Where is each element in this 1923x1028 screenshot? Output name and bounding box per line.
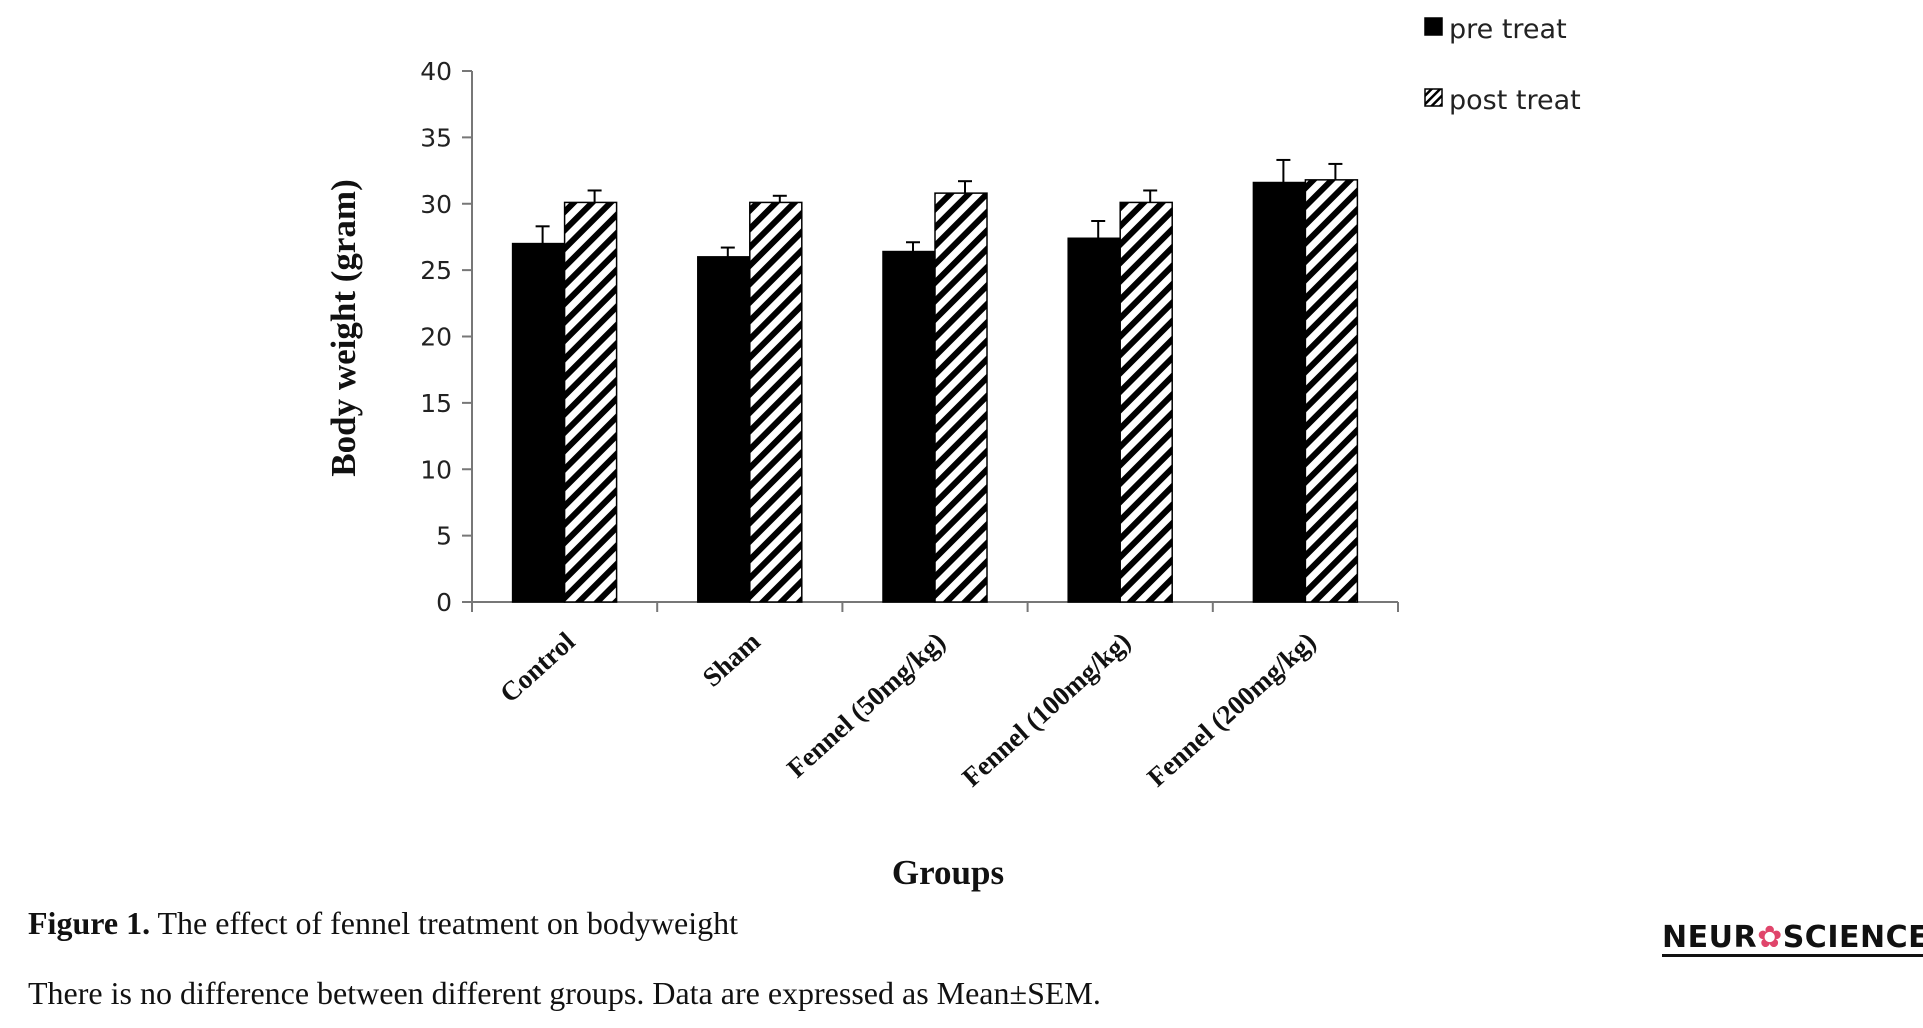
x-category-label: Fennel (100mg/kg) (956, 626, 1136, 792)
x-category-label: Sham (697, 626, 767, 693)
y-axis-title: Body weight (gram) (324, 179, 363, 476)
y-tick-label: 0 (436, 588, 452, 617)
bar-chart: 0 5 10 15 20 25 30 35 40 Control Sham Fennel (50mg/… (324, 14, 1581, 892)
bar-post-treat (1304, 179, 1359, 603)
logo-brain-icon: ✿ (1757, 920, 1783, 955)
figure-caption-text: The effect of fennel treatment on bodywe… (150, 905, 738, 941)
y-tick-label: 25 (420, 256, 452, 285)
bar-post-treat (934, 192, 988, 603)
figure-caption: Figure 1. The effect of fennel treatment… (28, 905, 738, 942)
bar-pre-treat (511, 242, 566, 603)
y-tick-label: 10 (420, 455, 452, 484)
bar-pre-treat (697, 256, 751, 603)
x-axis-title: Groups (892, 853, 1004, 892)
y-tick-label: 30 (420, 190, 452, 219)
neuroscience-logo: NEUR✿SCIENCE (1662, 922, 1923, 957)
bar-post-treat (563, 201, 618, 603)
y-tick-label: 35 (420, 123, 452, 152)
bar-pre-treat (882, 250, 936, 603)
figure-label: Figure 1. (28, 905, 151, 941)
y-tick-label: 40 (420, 57, 452, 86)
figure-note: There is no difference between different… (28, 975, 1101, 1011)
y-tick-label: 20 (420, 323, 452, 352)
logo-text-a: NEUR (1662, 920, 1758, 955)
legend-label: post treat (1449, 85, 1581, 116)
legend: pre treat post treat (1424, 14, 1581, 116)
bar-pre-treat (1252, 181, 1307, 603)
bar-pre-treat (1067, 237, 1121, 603)
bar-post-treat (1119, 201, 1173, 603)
legend-swatch (1424, 88, 1443, 107)
y-tick-label: 15 (420, 389, 452, 418)
plot-area: 0 5 10 15 20 25 30 35 40 Control Sham Fennel (50mg/… (420, 57, 1399, 792)
legend-swatch (1424, 17, 1443, 36)
x-category-label: Control (494, 626, 581, 709)
x-category-label: Fennel (200mg/kg) (1141, 626, 1321, 792)
bar-post-treat (749, 201, 803, 603)
y-tick-label: 5 (436, 522, 452, 551)
logo-text-b: SCIENCE (1782, 920, 1923, 955)
legend-label: pre treat (1449, 14, 1567, 45)
x-category-label: Fennel (50mg/kg) (781, 626, 951, 783)
